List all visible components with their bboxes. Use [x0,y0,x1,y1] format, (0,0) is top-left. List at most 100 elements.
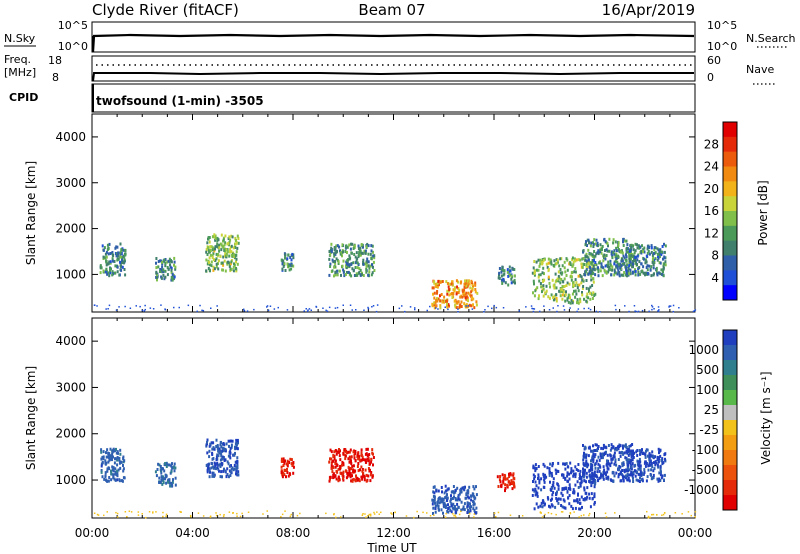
power-point [636,246,639,250]
velocity-point [602,473,605,477]
power-point [458,288,461,292]
power-point [585,299,588,303]
power-point [458,305,461,309]
power-point [329,251,332,254]
velocity-point [635,478,638,482]
velocity-point [597,455,600,459]
velocity-point [548,469,551,473]
velocity-point [416,510,418,513]
power-point [121,261,124,264]
power-point [232,265,235,269]
velocity-point [638,465,641,469]
velocity-point [499,475,502,478]
power-point [373,254,376,258]
velocity-point [584,445,587,449]
power-point [604,249,606,252]
power-point [646,247,649,251]
velocity-point [332,472,335,476]
power-point [333,246,336,249]
power-point [354,261,357,265]
power-point [339,249,341,253]
velocity-point [450,494,452,498]
velocity-point [337,467,340,471]
power-point [506,270,509,274]
power-point [615,254,618,258]
velocity-point [156,468,159,471]
power-point [160,268,163,272]
velocity-point [236,515,238,517]
velocity-point [606,465,609,469]
power-point [222,245,225,249]
velocity-point [348,468,351,472]
velocity-point [110,472,113,476]
power-point [617,243,620,247]
power-point [599,311,601,313]
power-point [584,273,587,277]
velocity-point [578,507,581,511]
power-point [644,261,647,265]
power-point [465,291,468,295]
power-point [152,308,155,310]
power-point [581,291,583,294]
power-point [610,252,613,256]
velocity-point [394,511,396,513]
velocity-point [354,451,357,455]
velocity-point [367,467,370,470]
velocity-point [590,474,593,478]
power-point [226,248,229,252]
velocity-point [351,464,354,468]
power-point [642,250,644,254]
power-point [465,284,468,288]
power-point [290,258,293,262]
power-point [533,273,536,277]
power-point [217,262,219,266]
velocity-point [540,477,543,481]
power-point [597,244,599,248]
velocity-point [216,466,219,470]
power-point [139,305,141,308]
power-point [622,254,625,258]
power-point [568,282,571,286]
velocity-point [426,512,428,514]
power-point [590,274,593,278]
power-point [555,293,558,297]
power-point [372,265,374,269]
power-point [557,279,560,283]
power-point [341,264,344,268]
velocity-point [290,513,292,516]
power-point [537,297,540,301]
power-point [398,307,401,310]
power-point [166,260,169,264]
velocity-point [219,449,222,453]
velocity-point [560,504,563,507]
power-point [633,305,636,307]
power-point [518,310,520,312]
velocity-point [460,508,463,512]
power-point [593,258,595,262]
power-point [599,248,602,252]
velocity-point [229,470,232,474]
velocity-point [219,462,222,466]
velocity-point [235,443,238,447]
velocity-point [502,479,505,483]
power-point [593,250,596,253]
power-ytick-label: 4000 [55,130,86,144]
power-point [201,309,203,312]
power-point [565,274,568,277]
velocity-point [637,467,640,471]
velocity-point [154,470,157,474]
velocity-point [567,496,570,500]
power-point [587,238,590,242]
velocity-point [575,468,578,471]
velocity-point [365,447,368,451]
power-point [161,265,164,269]
power-point [586,292,589,296]
velocity-point [636,449,639,452]
velocity-point [102,455,105,459]
power-point [362,245,364,249]
velocity-point [101,455,104,459]
velocity-scatter [93,438,697,519]
power-point [171,273,174,277]
velocity-point [158,476,161,480]
velocity-point [612,480,615,483]
